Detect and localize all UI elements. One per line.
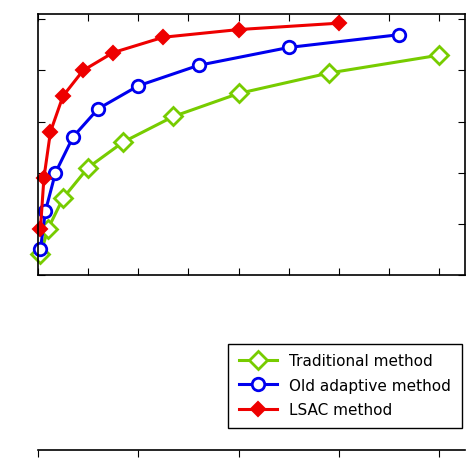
Legend: Traditional method, Old adaptive method, LSAC method: Traditional method, Old adaptive method,…: [228, 344, 462, 428]
LSAC method: [41, 175, 47, 181]
Old adaptive method: [53, 170, 58, 175]
LSAC method: [236, 27, 242, 32]
Old adaptive method: [286, 45, 292, 50]
Old adaptive method: [37, 246, 43, 252]
LSAC method: [80, 68, 86, 73]
Line: Old adaptive method: Old adaptive method: [34, 28, 406, 255]
LSAC method: [336, 20, 342, 26]
Old adaptive method: [43, 208, 48, 214]
Traditional method: [120, 139, 126, 145]
LSAC method: [161, 35, 166, 40]
Traditional method: [37, 252, 43, 257]
Traditional method: [236, 91, 242, 96]
Line: Traditional method: Traditional method: [34, 49, 446, 261]
LSAC method: [60, 93, 66, 99]
LSAC method: [37, 226, 43, 232]
Old adaptive method: [95, 106, 101, 112]
Old adaptive method: [136, 83, 141, 89]
Line: LSAC method: LSAC method: [36, 18, 344, 234]
LSAC method: [47, 129, 53, 135]
Traditional method: [437, 52, 442, 58]
Traditional method: [85, 165, 91, 171]
Traditional method: [171, 114, 176, 119]
Old adaptive method: [396, 32, 402, 37]
LSAC method: [110, 50, 116, 55]
Traditional method: [326, 70, 332, 76]
Traditional method: [60, 195, 66, 201]
Traditional method: [45, 226, 51, 232]
Old adaptive method: [196, 63, 201, 68]
Old adaptive method: [70, 134, 76, 140]
